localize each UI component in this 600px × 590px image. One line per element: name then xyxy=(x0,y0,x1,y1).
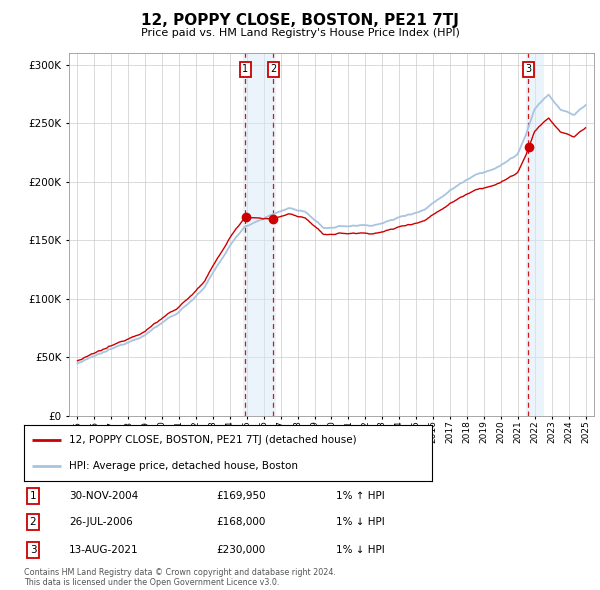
Text: 2: 2 xyxy=(29,517,37,527)
Text: 13-AUG-2021: 13-AUG-2021 xyxy=(69,545,139,555)
Text: HPI: Average price, detached house, Boston: HPI: Average price, detached house, Bost… xyxy=(69,461,298,471)
Text: 1% ↓ HPI: 1% ↓ HPI xyxy=(336,545,385,555)
Text: £168,000: £168,000 xyxy=(216,517,265,527)
Bar xyxy=(526,53,544,416)
Text: 3: 3 xyxy=(525,64,532,74)
Text: £230,000: £230,000 xyxy=(216,545,265,555)
Text: 2: 2 xyxy=(270,64,277,74)
Text: 30-NOV-2004: 30-NOV-2004 xyxy=(69,491,138,500)
Text: 1% ↓ HPI: 1% ↓ HPI xyxy=(336,517,385,527)
Text: £169,950: £169,950 xyxy=(216,491,266,500)
Text: 26-JUL-2006: 26-JUL-2006 xyxy=(69,517,133,527)
Text: 12, POPPY CLOSE, BOSTON, PE21 7TJ: 12, POPPY CLOSE, BOSTON, PE21 7TJ xyxy=(141,13,459,28)
Bar xyxy=(243,53,276,416)
Text: 1: 1 xyxy=(242,64,248,74)
Text: Price paid vs. HM Land Registry's House Price Index (HPI): Price paid vs. HM Land Registry's House … xyxy=(140,28,460,38)
Text: 1% ↑ HPI: 1% ↑ HPI xyxy=(336,491,385,500)
Text: 3: 3 xyxy=(29,545,37,555)
Text: Contains HM Land Registry data © Crown copyright and database right 2024.
This d: Contains HM Land Registry data © Crown c… xyxy=(24,568,336,587)
Text: 12, POPPY CLOSE, BOSTON, PE21 7TJ (detached house): 12, POPPY CLOSE, BOSTON, PE21 7TJ (detac… xyxy=(69,435,356,445)
Text: 1: 1 xyxy=(29,491,37,500)
